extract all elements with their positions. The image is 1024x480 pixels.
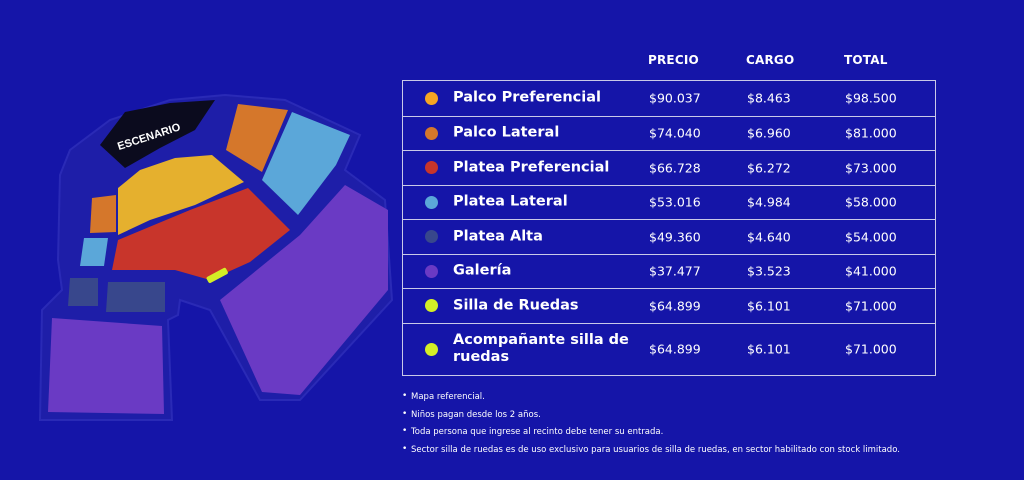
table-row: Galería $37.477 $3.523 $41.000 [403, 253, 935, 289]
table-row: Platea Preferencial $66.728 $6.272 $73.000 [403, 150, 935, 185]
price-value: $90.037 [649, 90, 701, 106]
venue-seating-map: ESCENARIO [38, 93, 394, 421]
charge-value: $6.960 [747, 125, 791, 141]
table-row: Acompañante silla de ruedas $64.899 $6.101… [403, 322, 935, 375]
section-palco-lateral-left[interactable] [90, 195, 116, 233]
header-precio: PRECIO [648, 53, 699, 67]
price-table: Palco Preferencial $90.037 $8.463 $98.500 Pa… [402, 80, 936, 376]
note-item: Mapa referencial. [402, 390, 1002, 409]
section-platea-preferencial[interactable] [112, 188, 290, 280]
table-row: Platea Alta $49.360 $4.640 $54.000 [403, 219, 935, 254]
section-name: Acompañante silla de ruedas [453, 332, 629, 365]
section-name: Silla de Ruedas [453, 297, 579, 314]
section-color-dot-icon [425, 230, 438, 244]
total-value: $41.000 [845, 263, 897, 279]
note-item: Niños pagan desde los 2 años. [402, 408, 1002, 427]
section-name: Palco Preferencial [453, 89, 601, 106]
price-value: $37.477 [649, 263, 701, 279]
section-name: Palco Lateral [453, 124, 560, 141]
section-silla-de-ruedas[interactable] [206, 267, 229, 284]
charge-value: $3.523 [747, 263, 791, 279]
charge-value: $6.101 [747, 298, 791, 314]
section-color-dot-icon [425, 264, 438, 278]
note-item: Toda persona que ingrese al recinto debe… [402, 425, 1002, 444]
section-platea-lateral-right[interactable] [262, 112, 350, 215]
price-value: $66.728 [649, 160, 701, 176]
table-row: Platea Lateral $53.016 $4.984 $58.000 [403, 184, 935, 220]
header-cargo: CARGO [746, 53, 795, 67]
table-row: Silla de Ruedas $64.899 $6.101 $71.000 [403, 288, 935, 323]
section-palco-preferencial[interactable] [118, 155, 244, 235]
total-value: $58.000 [845, 194, 897, 210]
section-palco-lateral-top[interactable] [226, 104, 288, 172]
section-galeria-right[interactable] [220, 185, 388, 395]
section-name: Platea Alta [453, 228, 543, 245]
section-name: Galería [453, 262, 512, 279]
price-value: $53.016 [649, 194, 701, 210]
section-color-dot-icon [425, 91, 438, 105]
charge-value: $8.463 [747, 90, 791, 106]
section-color-dot-icon [425, 161, 438, 175]
section-platea-alta-left[interactable] [68, 278, 98, 306]
total-value: $71.000 [845, 298, 897, 314]
section-color-dot-icon [425, 126, 438, 140]
section-color-dot-icon [425, 299, 438, 313]
charge-value: $4.984 [747, 194, 791, 210]
header-total: TOTAL [844, 53, 888, 67]
price-value: $74.040 [649, 125, 701, 141]
price-table-header: PRECIO CARGO TOTAL [402, 53, 936, 71]
total-value: $71.000 [845, 341, 897, 357]
section-color-dot-icon [425, 342, 438, 356]
stage [100, 100, 215, 168]
section-platea-lateral-left[interactable] [80, 238, 108, 266]
charge-value: $6.101 [747, 341, 791, 357]
charge-value: $6.272 [747, 160, 791, 176]
price-value: $49.360 [649, 229, 701, 245]
section-name: Platea Preferencial [453, 159, 610, 176]
note-item: Sector silla de ruedas es de uso exclusi… [402, 443, 1002, 462]
section-platea-alta-right[interactable] [106, 282, 165, 312]
total-value: $98.500 [845, 90, 897, 106]
price-value: $64.899 [649, 298, 701, 314]
total-value: $81.000 [845, 125, 897, 141]
notes-list: Mapa referencial. Niños pagan desde los … [402, 390, 1002, 462]
table-row: Palco Lateral $74.040 $6.960 $81.000 [403, 115, 935, 151]
section-galeria-left[interactable] [48, 318, 164, 414]
total-value: $73.000 [845, 160, 897, 176]
table-row: Palco Preferencial $90.037 $8.463 $98.500 [403, 81, 935, 116]
charge-value: $4.640 [747, 229, 791, 245]
section-name: Platea Lateral [453, 193, 568, 210]
total-value: $54.000 [845, 229, 897, 245]
price-value: $64.899 [649, 341, 701, 357]
section-color-dot-icon [425, 195, 438, 209]
